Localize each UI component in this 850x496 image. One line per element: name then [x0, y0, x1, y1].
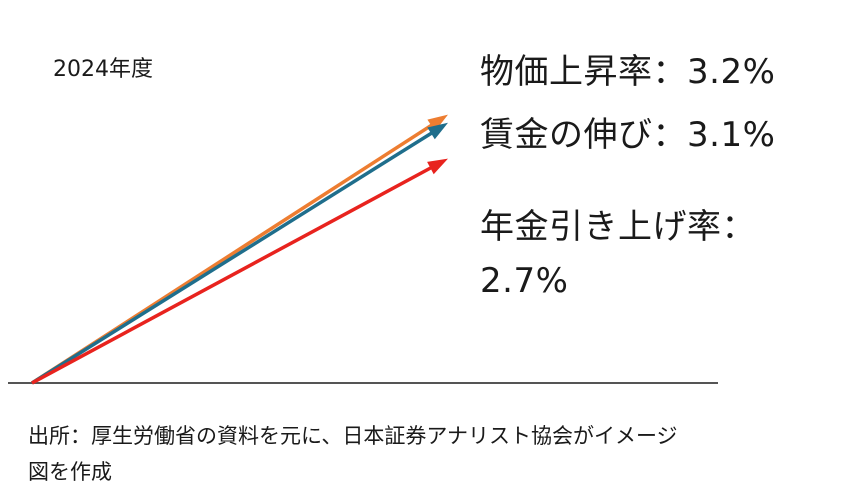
pension-arrow-head	[427, 158, 448, 175]
wage-growth-label: 賃金の伸び：3.1%	[480, 115, 776, 155]
price-rate-label: 物価上昇率：3.2%	[480, 52, 776, 92]
rate-arrow-diagram	[8, 114, 718, 385]
source-note-line-2: 図を作成	[28, 460, 112, 484]
pension-rate-value: 2.7%	[480, 261, 569, 301]
pension-rate-label: 年金引き上げ率：	[480, 207, 756, 247]
wage-arrow-line	[31, 130, 434, 385]
wage-arrow-head	[427, 122, 448, 140]
year-label: 2024年度	[53, 57, 153, 82]
arrow-group	[31, 114, 448, 385]
pension-arrow-line	[31, 165, 433, 385]
source-note-line-1: 出所：厚生労働省の資料を元に、日本証券アナリスト協会がイメージ	[28, 424, 678, 448]
source-note: 出所：厚生労働省の資料を元に、日本証券アナリスト協会がイメージ 図を作成	[28, 418, 828, 490]
